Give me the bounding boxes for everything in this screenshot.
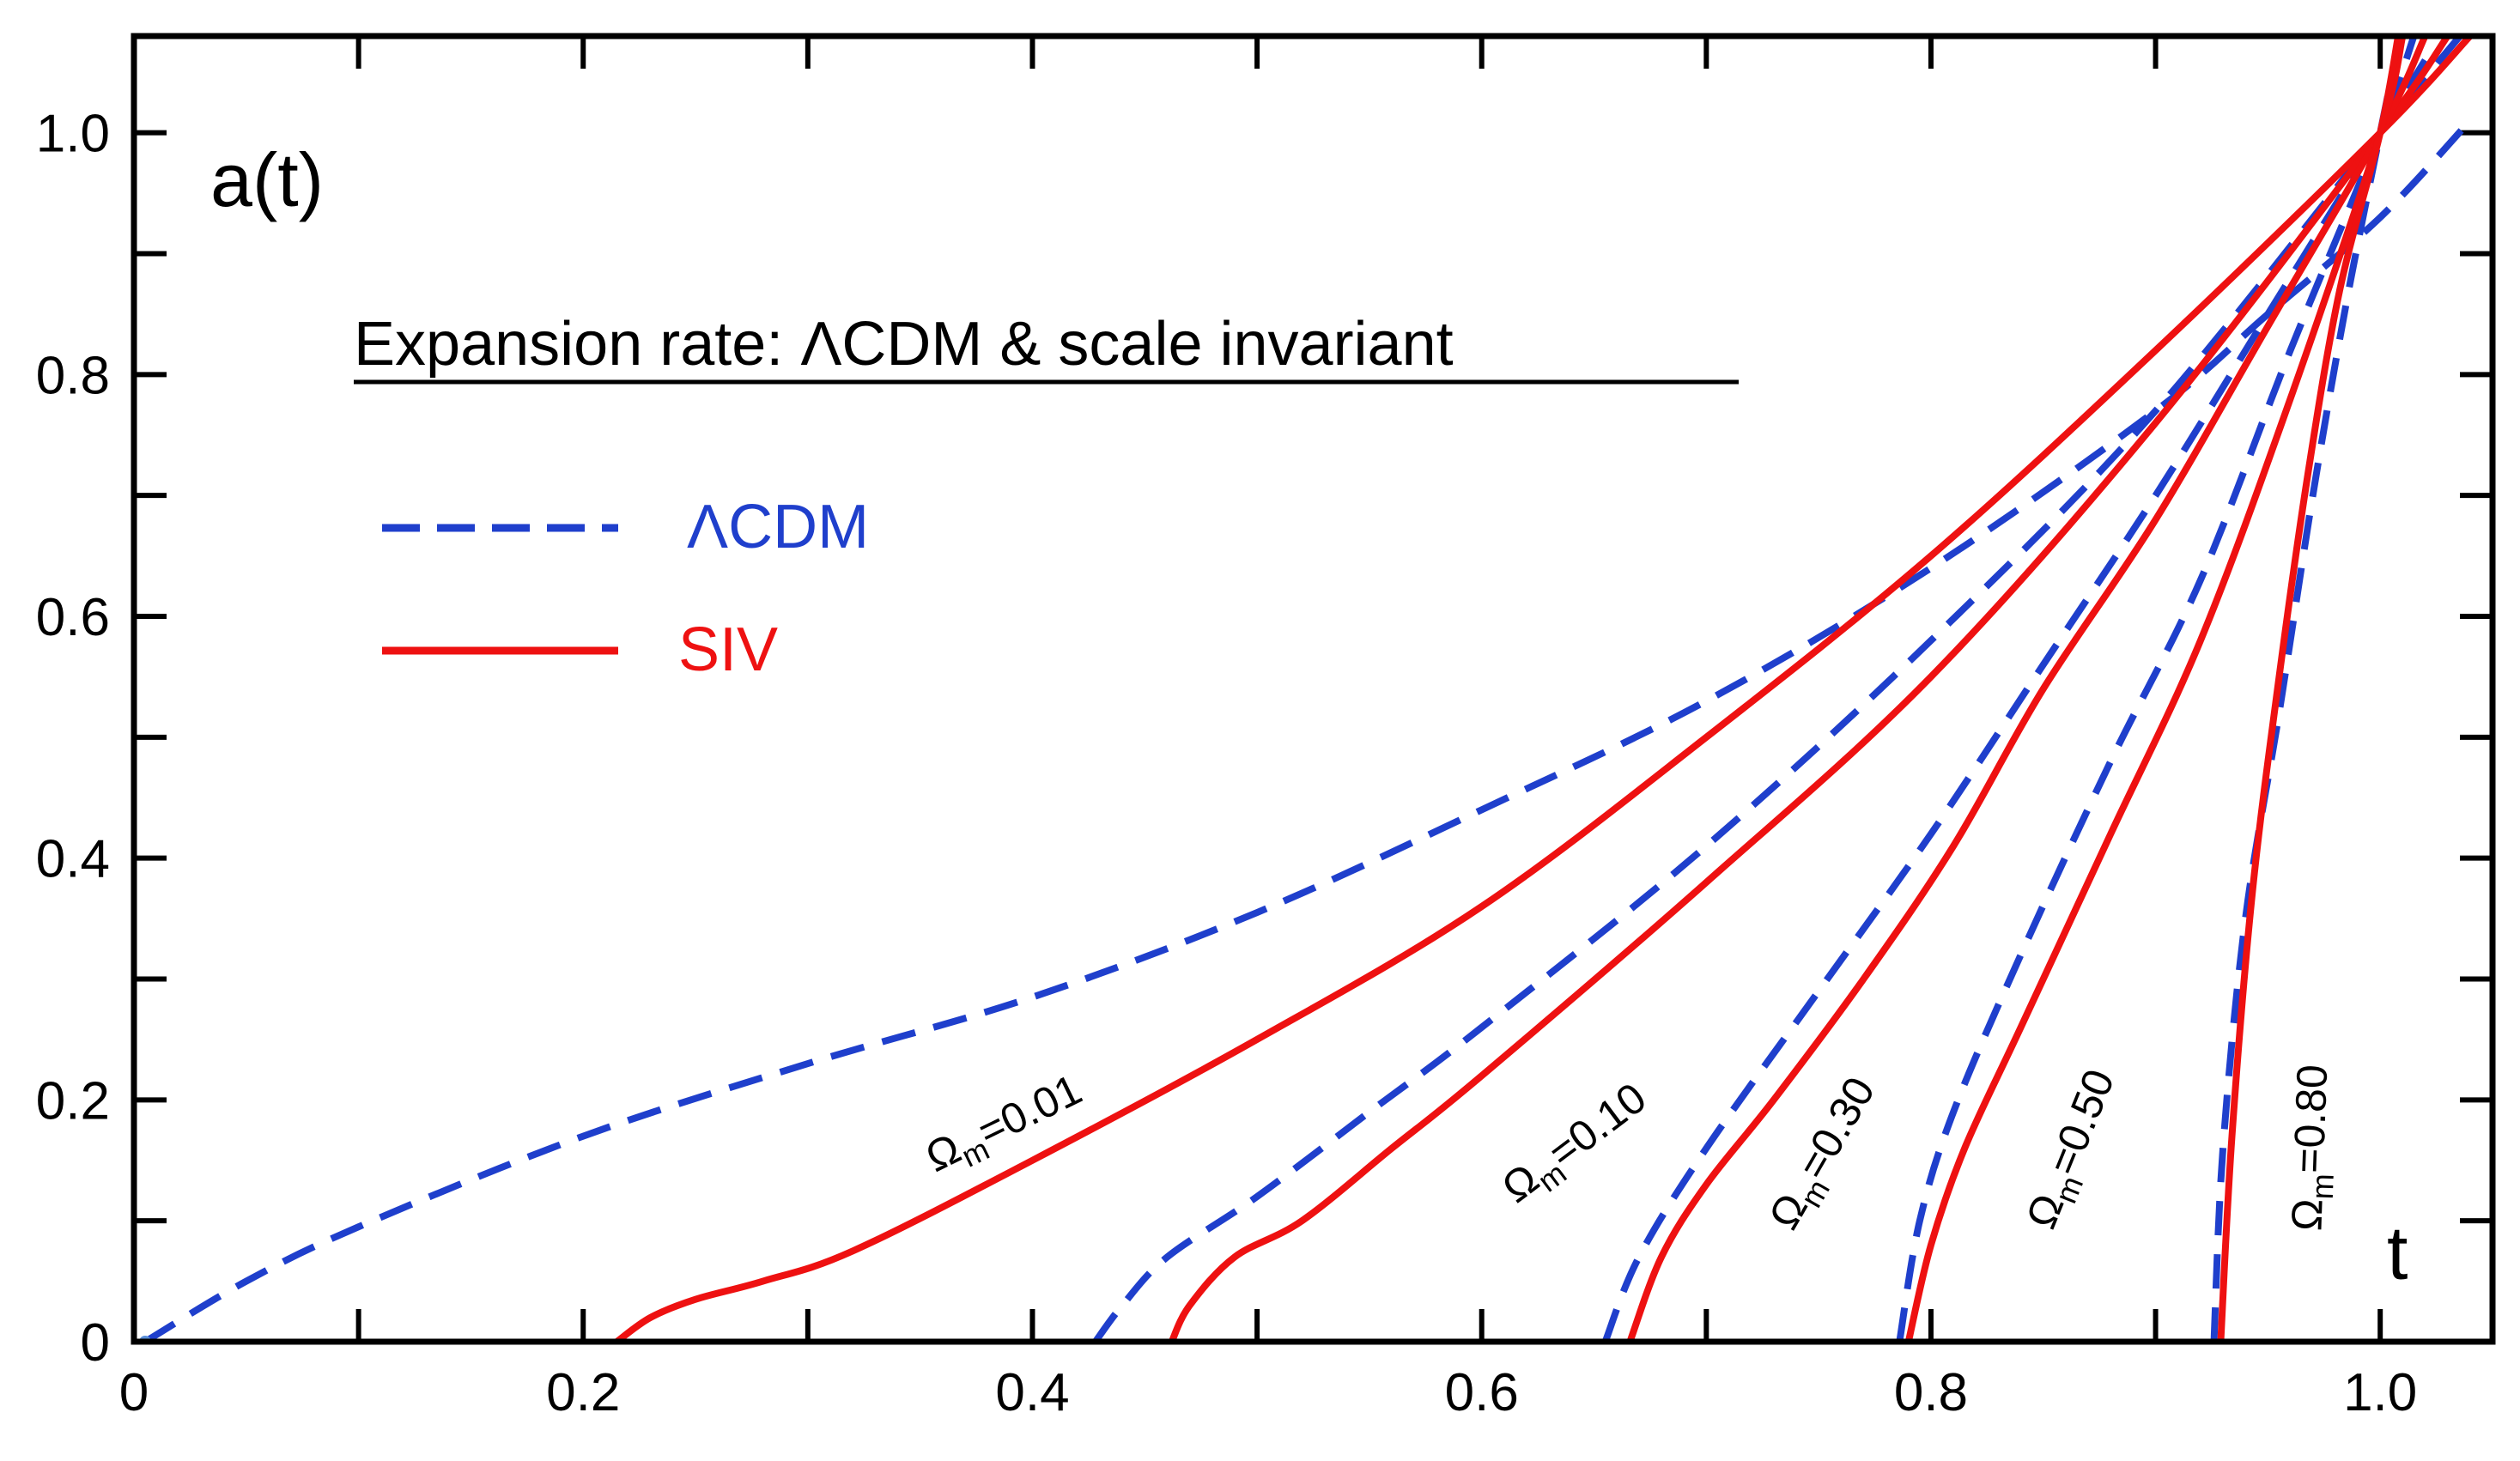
x-tick-label: 0 bbox=[119, 1363, 149, 1422]
siv-curve-0_01 bbox=[615, 36, 2473, 1342]
lcdm-curve-0_01 bbox=[143, 118, 2473, 1342]
tick-marks bbox=[131, 36, 2493, 1344]
plot-frame bbox=[131, 33, 2496, 1345]
x-tick-label: 0.2 bbox=[546, 1363, 620, 1422]
x-tick-label: 1.0 bbox=[2343, 1363, 2417, 1422]
x-tick-label: 0.4 bbox=[995, 1363, 1069, 1422]
y-tick-label: 0 bbox=[81, 1313, 110, 1373]
y-tick-label: 1.0 bbox=[36, 105, 110, 164]
lcdm-curve-0_5 bbox=[1896, 36, 2418, 1342]
legend: ΛCDM SIV bbox=[382, 493, 869, 684]
siv-curve-0_8 bbox=[2217, 36, 2402, 1342]
legend-lcdm-label: ΛCDM bbox=[687, 493, 869, 561]
y-tick-label: 0.8 bbox=[36, 346, 110, 405]
x-tick-label: 0.8 bbox=[1894, 1363, 1968, 1422]
x-axis-label: t bbox=[2387, 1210, 2408, 1295]
omega-label: Ωm=0.01 bbox=[918, 1065, 1092, 1188]
x-tick-labels: 0 0.2 0.4 0.6 0.8 1.0 bbox=[119, 1363, 2418, 1422]
chart-title: Expansion rate: ΛCDM & scale invariant bbox=[354, 310, 1454, 379]
siv-curve-0_5 bbox=[1904, 36, 2407, 1342]
lcdm-curve-0_1 bbox=[1092, 36, 2465, 1342]
x-tick-label: 0.6 bbox=[1445, 1363, 1519, 1422]
y-tick-label: 0.4 bbox=[36, 830, 110, 889]
omega-label: Ωm=0.50 bbox=[2017, 1063, 2131, 1238]
y-tick-label: 0.2 bbox=[36, 1071, 110, 1131]
y-tick-labels: 0 0.2 0.4 0.6 0.8 1.0 bbox=[36, 105, 110, 1373]
lcdm-curve-0_8 bbox=[2210, 36, 2404, 1342]
lcdm-curve-0_3 bbox=[1601, 58, 2428, 1342]
omega-label: Ωm=0.10 bbox=[1493, 1073, 1660, 1218]
legend-siv-label: SIV bbox=[678, 615, 778, 684]
siv-curve-0_3 bbox=[1626, 36, 2429, 1342]
curves bbox=[139, 36, 2473, 1342]
siv-curve-0_1 bbox=[1169, 36, 2450, 1342]
omega-label: Ωm=0.80 bbox=[2282, 1064, 2344, 1232]
y-tick-label: 0.6 bbox=[36, 588, 110, 647]
y-axis-label: a(t) bbox=[210, 137, 324, 222]
